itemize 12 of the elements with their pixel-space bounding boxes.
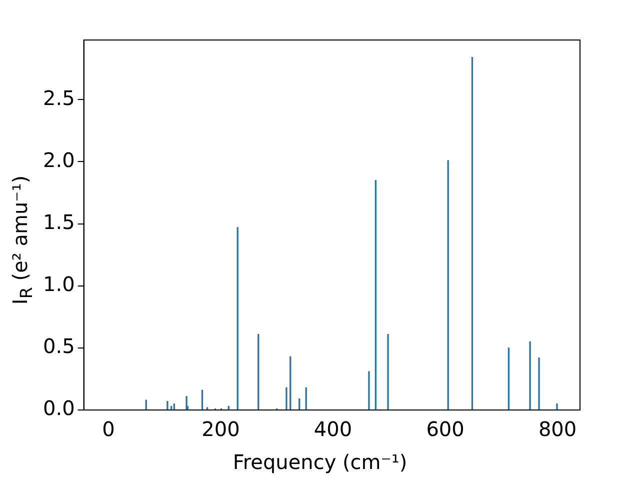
x-tick-label: 600	[426, 417, 464, 442]
x-tick-label: 800	[538, 417, 577, 442]
x-tick-label: 200	[202, 417, 240, 442]
y-tick-label: 1.0	[42, 272, 75, 296]
y-tick-label: 2.5	[42, 86, 75, 110]
x-tick-label: 0	[102, 417, 115, 442]
y-tick-label: 2.0	[42, 148, 75, 172]
y-tick-label: 1.5	[42, 210, 75, 234]
y-tick-label: 0.5	[42, 334, 75, 358]
x-axis-title: Frequency (cm⁻¹)	[232, 450, 408, 474]
x-tick-label: 400	[314, 417, 352, 442]
y-tick-label: 0.0	[42, 396, 75, 420]
